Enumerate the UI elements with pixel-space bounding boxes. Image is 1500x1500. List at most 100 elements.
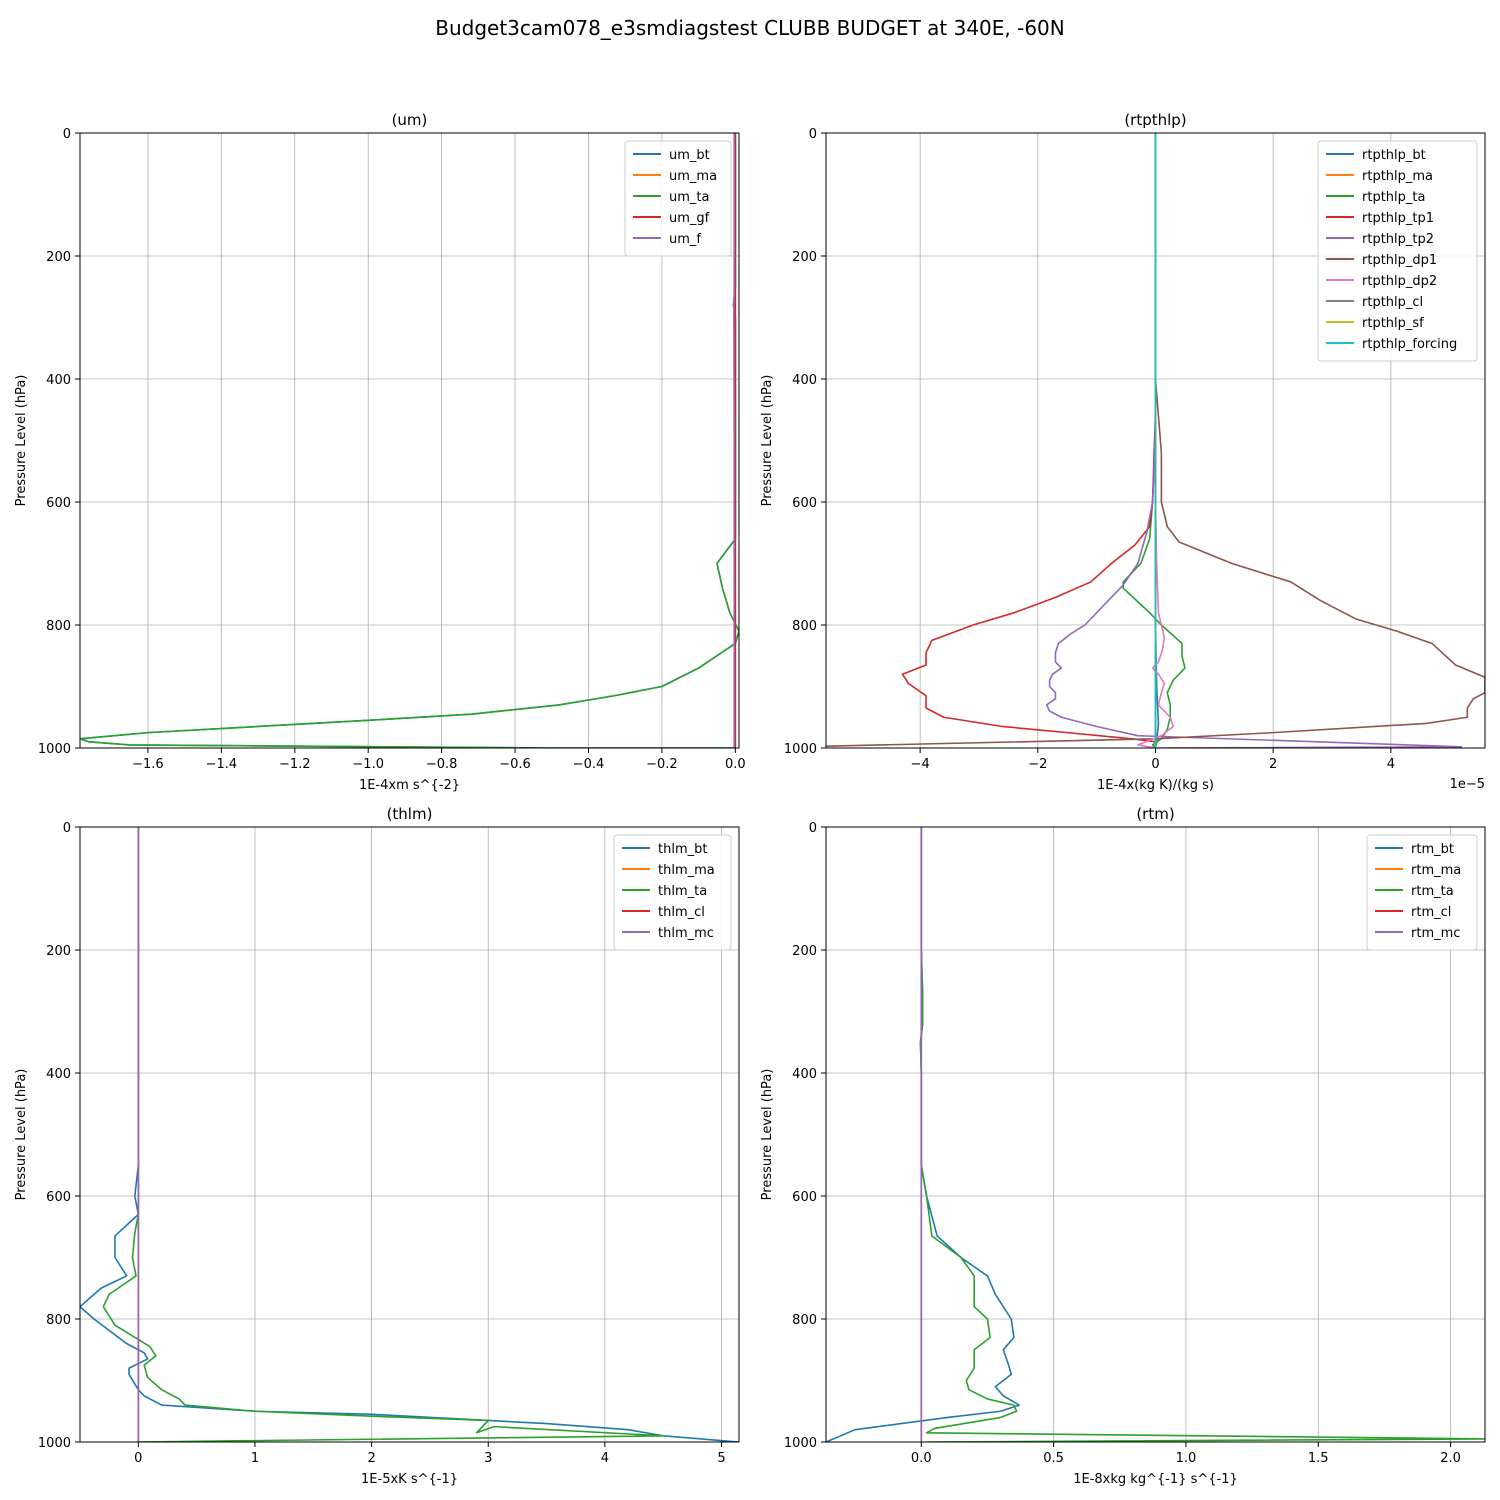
- series-group: [80, 133, 739, 748]
- legend: rtpthlp_bt rtpthlp_ma rtpthlp_ta rtpthlp_tp…: [1317, 140, 1478, 362]
- x-tick-label: −0.2: [646, 757, 678, 772]
- y-tick-label: 0: [809, 821, 817, 836]
- legend-box: [624, 140, 732, 257]
- legend-entry: rtm_ma: [1411, 863, 1461, 878]
- legend-entry: rtpthlp_forcing: [1362, 337, 1457, 352]
- legend-box: [1317, 140, 1478, 362]
- x-tick-label: −2: [1028, 757, 1047, 772]
- y-tick-label: 600: [46, 496, 71, 511]
- axes-frame: [79, 826, 740, 1443]
- legend-entry: rtpthlp_bt: [1362, 148, 1426, 163]
- y-tick-label: 0: [63, 821, 71, 836]
- y-tick-label: 200: [792, 250, 817, 265]
- series-line-rtpthlp_tp1: [901, 133, 1157, 743]
- legend-entry: rtpthlp_tp1: [1362, 211, 1434, 226]
- y-tick-label: 800: [792, 619, 817, 634]
- series-line-rtpthlp_tp2: [1045, 133, 1463, 748]
- y-tick-label: 1000: [38, 1436, 71, 1451]
- legend-entry: rtpthlp_dp2: [1362, 274, 1437, 289]
- x-offset-label: 1e−5: [1450, 777, 1485, 792]
- legend-entry: rtm_mc: [1411, 926, 1460, 941]
- legend-entry: rtm_cl: [1411, 905, 1451, 920]
- x-tick-label: 2: [1269, 757, 1277, 772]
- y-tick-label: 400: [46, 373, 71, 388]
- legend-box: [1366, 834, 1478, 951]
- y-tick-label: 200: [46, 250, 71, 265]
- legend-entry: rtpthlp_ta: [1362, 190, 1425, 205]
- x-tick-label: 1.5: [1308, 1451, 1329, 1466]
- series-line-rtpthlp_dp1: [826, 133, 1485, 747]
- series-line-rtpthlp_dp2: [1137, 133, 1174, 748]
- x-tick-label: 4: [601, 1451, 609, 1466]
- legend-entry: um_f: [669, 232, 701, 247]
- legend-entry: rtpthlp_tp2: [1362, 232, 1434, 247]
- x-tick-label: −1.2: [279, 757, 311, 772]
- x-tick-label: 1.0: [1176, 1451, 1197, 1466]
- y-axis-label: Pressure Level (hPa): [14, 1069, 29, 1201]
- legend-entry: rtpthlp_cl: [1362, 295, 1423, 310]
- x-tick-label: 0.0: [911, 1451, 932, 1466]
- y-axis-label: Pressure Level (hPa): [14, 375, 29, 507]
- series-group: [826, 827, 1485, 1442]
- y-tick-label: 400: [46, 1067, 71, 1082]
- y-tick-label: 800: [792, 1313, 817, 1328]
- x-axis-label: 1E-4xm s^{-2}: [359, 778, 460, 793]
- x-tick-label: 0: [134, 1451, 142, 1466]
- series-group: [80, 827, 739, 1442]
- x-tick-label: −4: [911, 757, 930, 772]
- x-tick-label: −1.6: [132, 757, 164, 772]
- x-tick-label: −0.8: [426, 757, 458, 772]
- subplot-title: (thlm): [387, 805, 433, 823]
- legend-entry: rtpthlp_dp1: [1362, 253, 1437, 268]
- x-tick-label: −1.0: [352, 757, 384, 772]
- x-tick-label: 0.0: [725, 757, 746, 772]
- y-tick-label: 600: [792, 496, 817, 511]
- series-group: [826, 133, 1485, 748]
- y-tick-label: 1000: [38, 742, 71, 757]
- subplot-title: (rtm): [1136, 805, 1174, 823]
- y-tick-label: 1000: [784, 1436, 817, 1451]
- legend-entry: um_ta: [669, 190, 709, 205]
- legend-entry: thlm_ma: [658, 863, 715, 878]
- y-tick-label: 1000: [784, 742, 817, 757]
- y-tick-label: 800: [46, 619, 71, 634]
- subplot-0: −1.6 −1.4 −1.2 −1.0 −0.8 −0.6 −0.4 −0.2 0.0 0 200 4…: [14, 111, 746, 793]
- x-tick-label: 2: [367, 1451, 375, 1466]
- legend-entry: rtm_ta: [1411, 884, 1454, 899]
- y-tick-label: 600: [46, 1190, 71, 1205]
- legend-entry: rtm_bt: [1411, 842, 1454, 857]
- series-line-thlm_ta: [102, 827, 664, 1442]
- subplot-1: −4 −2 0 2 4 0 200 400 600 800 1000 1e−5 (rtpthlp) 1E-…: [760, 111, 1486, 793]
- subplot-title: (um): [392, 111, 428, 129]
- x-axis-label: 1E-5xK s^{-1}: [361, 1472, 458, 1487]
- x-tick-label: −0.6: [499, 757, 531, 772]
- subplot-title: (rtpthlp): [1124, 111, 1186, 129]
- y-axis-label: Pressure Level (hPa): [760, 375, 775, 507]
- subplot-3: 0.0 0.5 1.0 1.5 2.0 0 200 400 600 800 1000 (rtm) 1E-…: [760, 805, 1486, 1487]
- figure-suptitle: Budget3cam078_e3smdiagstest CLUBB BUDGET…: [435, 16, 1065, 40]
- series-line-thlm_bt: [80, 827, 739, 1442]
- series-line-rtpthlp_ta: [1122, 133, 1186, 748]
- legend-box: [613, 834, 732, 951]
- y-tick-label: 400: [792, 373, 817, 388]
- y-tick-label: 200: [792, 944, 817, 959]
- x-axis-label: 1E-4x(kg K)/(kg s): [1097, 778, 1214, 793]
- x-tick-label: 0: [1151, 757, 1159, 772]
- legend-entry: um_bt: [669, 148, 710, 163]
- y-axis-label: Pressure Level (hPa): [760, 1069, 775, 1201]
- x-tick-label: 3: [484, 1451, 492, 1466]
- x-tick-label: −1.4: [206, 757, 238, 772]
- legend-entry: rtpthlp_ma: [1362, 169, 1433, 184]
- legend-entry: thlm_mc: [658, 926, 714, 941]
- x-tick-label: 2.0: [1440, 1451, 1461, 1466]
- legend-entry: thlm_ta: [658, 884, 707, 899]
- x-tick-label: 1: [251, 1451, 259, 1466]
- y-tick-label: 200: [46, 944, 71, 959]
- subplot-2: 0 1 2 3 4 5 0 200 400 600 800 1000 (thlm) 1E-5xK s^{-…: [14, 805, 740, 1487]
- series-line-rtm_bt: [826, 827, 1021, 1442]
- y-tick-label: 0: [809, 127, 817, 142]
- x-tick-label: −0.4: [573, 757, 605, 772]
- legend-entry: thlm_bt: [658, 842, 707, 857]
